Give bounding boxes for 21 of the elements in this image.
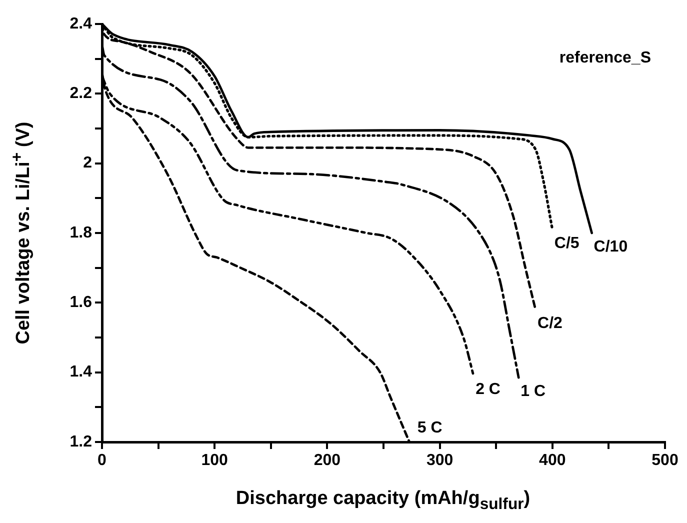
y-tick-label: 1.4 (70, 364, 92, 381)
series-label: C/2 (538, 315, 563, 332)
y-tick-label: 2 (83, 154, 92, 172)
x-tick-label: 100 (201, 452, 228, 470)
y-tick-label: 1.6 (70, 294, 92, 312)
x-tick-label: 200 (314, 452, 341, 470)
series-label: 2 C (476, 381, 501, 398)
x-tick-label: 300 (426, 452, 454, 470)
y-tick-label: 1.8 (70, 224, 92, 242)
series-label: C/10 (594, 238, 628, 256)
x-tick-label: 400 (539, 452, 566, 470)
y-tick-label: 2.2 (70, 85, 92, 102)
annotation: reference_S (559, 49, 652, 66)
x-tick-label: 500 (652, 452, 678, 470)
y-tick-label: 1.2 (70, 433, 92, 450)
x-tick-label: 0 (98, 452, 107, 470)
y-tick-label: 2.4 (70, 15, 92, 32)
series-label: C/5 (554, 234, 580, 252)
series-label: 5 C (417, 419, 443, 436)
x-axis-title: Discharge capacity (mAh/g$_{sulfur}$) (236, 488, 530, 514)
series-label: 1 C (520, 382, 546, 400)
